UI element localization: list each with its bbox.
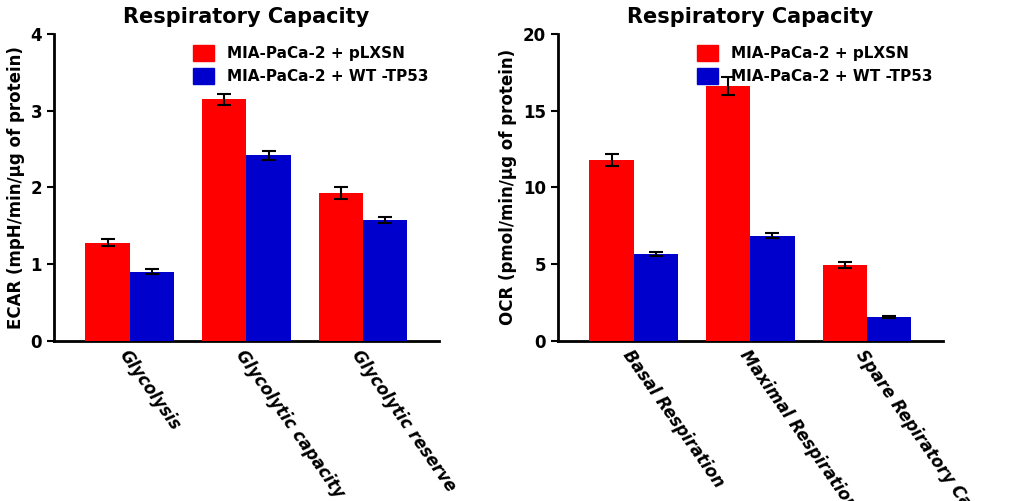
Title: Respiratory Capacity: Respiratory Capacity xyxy=(627,7,872,27)
Y-axis label: ECAR (mpH/min/μg of protein): ECAR (mpH/min/μg of protein) xyxy=(7,46,24,329)
Bar xyxy=(202,99,247,341)
Bar xyxy=(866,317,910,341)
Bar xyxy=(589,160,633,341)
Bar xyxy=(247,155,290,341)
Bar xyxy=(750,235,794,341)
Legend: MIA-PaCa-2 + pLXSN, MIA-PaCa-2 + WT -TP53: MIA-PaCa-2 + pLXSN, MIA-PaCa-2 + WT -TP5… xyxy=(186,39,434,90)
Bar xyxy=(633,254,678,341)
Legend: MIA-PaCa-2 + pLXSN, MIA-PaCa-2 + WT -TP53: MIA-PaCa-2 + pLXSN, MIA-PaCa-2 + WT -TP5… xyxy=(690,39,937,90)
Title: Respiratory Capacity: Respiratory Capacity xyxy=(123,7,369,27)
Bar xyxy=(363,220,407,341)
Bar xyxy=(705,86,750,341)
Bar xyxy=(129,272,174,341)
Bar xyxy=(821,265,866,341)
Bar xyxy=(318,193,363,341)
Y-axis label: OCR (pmol/min/μg of protein): OCR (pmol/min/μg of protein) xyxy=(499,49,517,326)
Bar xyxy=(86,242,129,341)
